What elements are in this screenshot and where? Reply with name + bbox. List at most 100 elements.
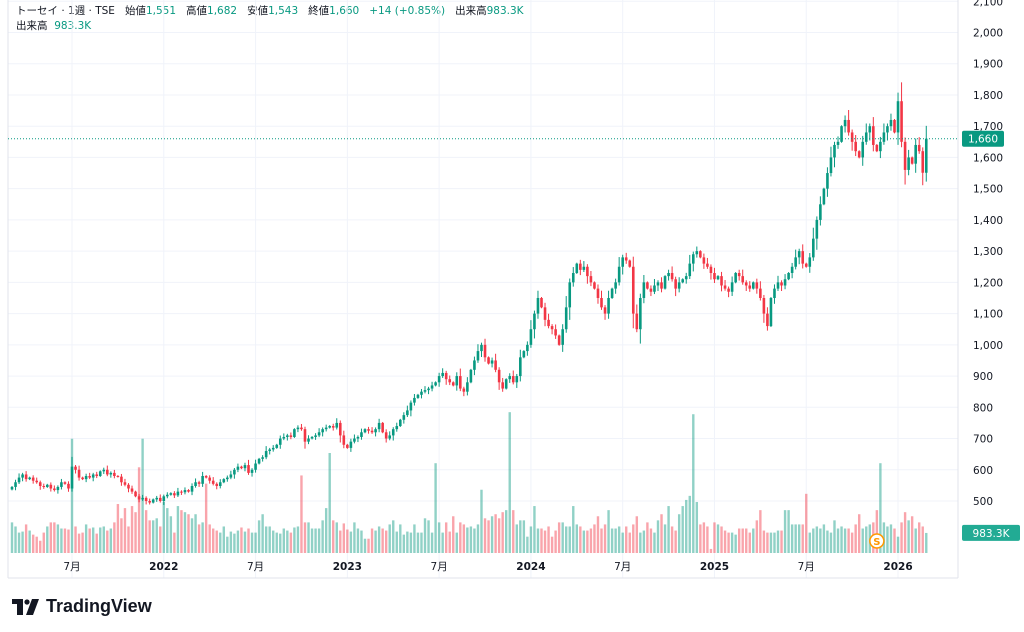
candle-body <box>783 279 787 286</box>
tradingview-logo[interactable]: TradingView <box>12 596 152 617</box>
volume-bar <box>720 526 723 553</box>
volume-bar <box>56 524 60 553</box>
y-tick-label: 1,600 <box>973 152 1003 164</box>
volume-bar <box>448 531 451 553</box>
candle-body <box>384 432 388 439</box>
y-tick-label: 1,100 <box>973 309 1003 321</box>
candle <box>723 280 727 291</box>
candle <box>102 467 106 474</box>
volume-bar <box>649 528 653 553</box>
dividend-label: S <box>873 537 880 548</box>
volume-bar <box>134 512 137 553</box>
candle <box>317 428 321 438</box>
candle-body <box>910 157 914 164</box>
candle <box>476 344 480 363</box>
candle <box>254 459 257 473</box>
volume-bar <box>660 514 663 553</box>
y-tick-label: 600 <box>973 465 993 477</box>
candle-body <box>28 477 31 480</box>
symbol-label[interactable]: トーセイ · 1週 · TSE <box>16 5 115 17</box>
candle <box>744 280 748 291</box>
volume-bar <box>547 526 550 553</box>
candle <box>444 370 448 385</box>
candle <box>699 250 702 259</box>
candle-body <box>840 126 843 142</box>
volume-bar <box>74 526 77 553</box>
candle <box>466 377 469 396</box>
candle-body <box>483 344 487 358</box>
candle-body <box>515 376 519 383</box>
candle <box>377 418 381 433</box>
candle-body <box>688 263 692 277</box>
volume-bar <box>381 528 384 553</box>
candle <box>236 463 240 473</box>
volume-bar <box>642 530 646 553</box>
candle-body <box>494 360 497 370</box>
candle <box>423 386 427 394</box>
candle-body <box>271 447 275 450</box>
candle-body <box>275 444 279 448</box>
volume-bar <box>324 508 328 553</box>
volume-bar <box>264 526 268 553</box>
candle-body <box>402 415 406 420</box>
volume-bar <box>593 524 596 553</box>
candle <box>296 425 300 433</box>
volume-bar <box>713 522 716 553</box>
candle <box>603 305 607 320</box>
candle-body <box>102 469 106 472</box>
candle <box>787 272 790 281</box>
candle-body <box>81 477 84 480</box>
candle-body <box>254 463 257 470</box>
candle <box>511 370 515 385</box>
close-value: 1,660 <box>329 5 360 17</box>
candle <box>631 256 635 329</box>
candle <box>106 465 109 477</box>
candle <box>797 248 801 265</box>
volume-bar <box>843 528 847 553</box>
candle-body <box>349 441 353 448</box>
volume-bar <box>420 532 423 553</box>
volume-row-label[interactable]: 出来高 <box>16 20 48 32</box>
candle <box>670 266 674 282</box>
volume-bar <box>159 526 162 553</box>
chart-legend: トーセイ · 1週 · TSE 始値1,551 高値1,682 安値1,543 … <box>16 4 524 34</box>
candle-body <box>169 493 173 495</box>
candle <box>77 465 81 481</box>
candle-body <box>46 484 49 487</box>
volume-bar <box>600 528 603 553</box>
candle-body <box>610 288 614 298</box>
candle-body <box>914 144 917 164</box>
volume-bar <box>53 522 56 553</box>
candle-body <box>77 469 81 478</box>
candle-body <box>14 482 17 487</box>
candle-body <box>829 157 833 174</box>
dividend-icon <box>869 533 885 549</box>
candle-body <box>723 285 727 289</box>
candle <box>681 278 684 284</box>
y-tick-label: 1,000 <box>973 340 1003 352</box>
candle-body <box>557 335 561 345</box>
candle-body <box>67 483 70 489</box>
candle-body <box>667 272 670 277</box>
candle-body <box>377 422 381 430</box>
volume-bar <box>550 536 554 553</box>
candle-body <box>451 382 455 386</box>
candle-body <box>286 435 289 437</box>
candle-body <box>893 119 896 133</box>
candle-body <box>74 466 77 470</box>
candle-body <box>331 426 335 428</box>
candle-body <box>497 369 501 383</box>
candle-body <box>529 329 533 345</box>
candle <box>924 125 928 182</box>
volume-bar <box>783 510 787 553</box>
volume-bar <box>190 518 194 553</box>
last-volume-badge <box>962 524 1020 541</box>
candle <box>737 269 741 281</box>
y-tick-label: 1,500 <box>973 184 1003 196</box>
volume-bar <box>332 520 335 553</box>
candle <box>522 350 526 359</box>
volume-bar <box>384 530 388 553</box>
candle-body <box>504 379 508 389</box>
volume-bar <box>215 530 218 553</box>
